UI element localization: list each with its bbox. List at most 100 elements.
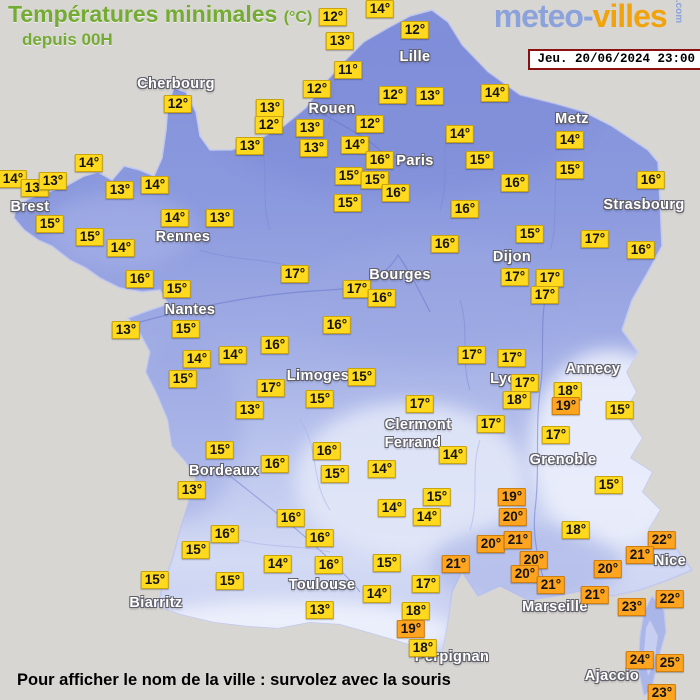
temp-badge[interactable]: 14° — [218, 346, 248, 364]
temp-badge[interactable]: 16° — [381, 184, 411, 202]
temp-badge[interactable]: 21° — [441, 555, 471, 573]
temp-badge[interactable]: 18° — [561, 521, 591, 539]
temp-badge[interactable]: 15° — [205, 441, 235, 459]
temp-badge[interactable]: 16° — [367, 289, 397, 307]
temp-badge[interactable]: 13° — [415, 87, 445, 105]
temp-badge[interactable]: 17° — [476, 415, 506, 433]
temp-badge[interactable]: 14° — [182, 350, 212, 368]
temp-badge[interactable]: 13° — [325, 32, 355, 50]
temp-badge[interactable]: 15° — [422, 488, 452, 506]
temp-badge[interactable]: 16° — [312, 442, 342, 460]
temp-badge[interactable]: 16° — [260, 336, 290, 354]
temp-badge[interactable]: 15° — [605, 401, 635, 419]
temp-badge[interactable]: 13° — [255, 99, 285, 117]
temp-badge[interactable]: 19° — [396, 620, 426, 638]
temp-badge[interactable]: 16° — [305, 529, 335, 547]
temp-badge[interactable]: 14° — [377, 499, 407, 517]
temp-badge[interactable]: 15° — [334, 167, 364, 185]
temp-badge[interactable]: 17° — [541, 426, 571, 444]
temp-badge[interactable]: 12° — [254, 116, 284, 134]
temp-badge[interactable]: 18° — [401, 602, 431, 620]
temp-badge[interactable]: 17° — [457, 346, 487, 364]
temp-badge[interactable]: 20° — [593, 560, 623, 578]
temp-badge[interactable]: 12° — [302, 80, 332, 98]
temp-badge[interactable]: 20° — [510, 565, 540, 583]
temp-badge[interactable]: 17° — [405, 395, 435, 413]
temp-badge[interactable]: 14° — [362, 585, 392, 603]
temp-badge[interactable]: 17° — [580, 230, 610, 248]
temp-badge[interactable]: 13° — [205, 209, 235, 227]
temp-badge[interactable]: 15° — [305, 390, 335, 408]
temp-badge[interactable]: 12° — [163, 95, 193, 113]
temp-badge[interactable]: 21° — [503, 531, 533, 549]
temp-badge[interactable]: 15° — [555, 161, 585, 179]
temp-badge[interactable]: 15° — [181, 541, 211, 559]
temp-badge[interactable]: 23° — [617, 598, 647, 616]
temp-badge[interactable]: 16° — [430, 235, 460, 253]
temp-badge[interactable]: 16° — [314, 556, 344, 574]
temp-badge[interactable]: 17° — [280, 265, 310, 283]
temp-badge[interactable]: 16° — [322, 316, 352, 334]
temp-badge[interactable]: 15° — [215, 572, 245, 590]
temp-badge[interactable]: 13° — [295, 119, 325, 137]
temp-badge[interactable]: 15° — [168, 370, 198, 388]
meteo-villes-logo[interactable]: meteo-villes .com — [494, 0, 690, 35]
temp-badge[interactable]: 22° — [655, 590, 685, 608]
temp-badge[interactable]: 18° — [502, 391, 532, 409]
temp-badge[interactable]: 21° — [580, 586, 610, 604]
temp-badge[interactable]: 16° — [260, 455, 290, 473]
temp-badge[interactable]: 15° — [320, 465, 350, 483]
temp-badge[interactable]: 14° — [412, 508, 442, 526]
temp-badge[interactable]: 15° — [75, 228, 105, 246]
temp-badge[interactable]: 21° — [536, 576, 566, 594]
temp-badge[interactable]: 16° — [500, 174, 530, 192]
temp-badge[interactable]: 19° — [551, 397, 581, 415]
temp-badge[interactable]: 13° — [305, 601, 335, 619]
temp-badge[interactable]: 24° — [625, 651, 655, 669]
temp-badge[interactable]: 12° — [400, 21, 430, 39]
temp-badge[interactable]: 16° — [450, 200, 480, 218]
temp-badge[interactable]: 15° — [465, 151, 495, 169]
temp-badge[interactable]: 12° — [378, 86, 408, 104]
temp-badge[interactable]: 13° — [235, 137, 265, 155]
temp-badge[interactable]: 17° — [256, 379, 286, 397]
temp-badge[interactable]: 20° — [476, 535, 506, 553]
temp-badge[interactable]: 15° — [372, 554, 402, 572]
temp-badge[interactable]: 14° — [140, 176, 170, 194]
temp-badge[interactable]: 13° — [111, 321, 141, 339]
temp-badge[interactable]: 14° — [480, 84, 510, 102]
temp-badge[interactable]: 15° — [515, 225, 545, 243]
temp-badge[interactable]: 19° — [497, 488, 527, 506]
temp-badge[interactable]: 13° — [105, 181, 135, 199]
temp-badge[interactable]: 15° — [171, 320, 201, 338]
temp-badge[interactable]: 14° — [340, 136, 370, 154]
temp-badge[interactable]: 15° — [333, 194, 363, 212]
temp-badge[interactable]: 16° — [636, 171, 666, 189]
temp-badge[interactable]: 20° — [498, 508, 528, 526]
temp-badge[interactable]: 22° — [647, 531, 677, 549]
temp-badge[interactable]: 15° — [35, 215, 65, 233]
temp-badge[interactable]: 14° — [160, 209, 190, 227]
temp-badge[interactable]: 17° — [535, 269, 565, 287]
temp-badge[interactable]: 12° — [318, 8, 348, 26]
temp-badge[interactable]: 14° — [263, 555, 293, 573]
temp-badge[interactable]: 14° — [438, 446, 468, 464]
temp-badge[interactable]: 16° — [276, 509, 306, 527]
temp-badge[interactable]: 14° — [74, 154, 104, 172]
temp-badge[interactable]: 15° — [140, 571, 170, 589]
temp-badge[interactable]: 16° — [365, 151, 395, 169]
temp-badge[interactable]: 15° — [347, 368, 377, 386]
temp-badge[interactable]: 11° — [334, 61, 362, 79]
temp-badge[interactable]: 17° — [497, 349, 527, 367]
temp-badge[interactable]: 13° — [38, 172, 68, 190]
temp-badge[interactable]: 15° — [594, 476, 624, 494]
temp-badge[interactable]: 14° — [555, 131, 585, 149]
temp-badge[interactable]: 17° — [530, 286, 560, 304]
temp-badge[interactable]: 18° — [408, 639, 438, 657]
temp-badge[interactable]: 14° — [365, 0, 395, 18]
temp-badge[interactable]: 13° — [299, 139, 329, 157]
temp-badge[interactable]: 25° — [655, 654, 685, 672]
temp-badge[interactable]: 14° — [367, 460, 397, 478]
temp-badge[interactable]: 13° — [235, 401, 265, 419]
temp-badge[interactable]: 17° — [510, 374, 540, 392]
